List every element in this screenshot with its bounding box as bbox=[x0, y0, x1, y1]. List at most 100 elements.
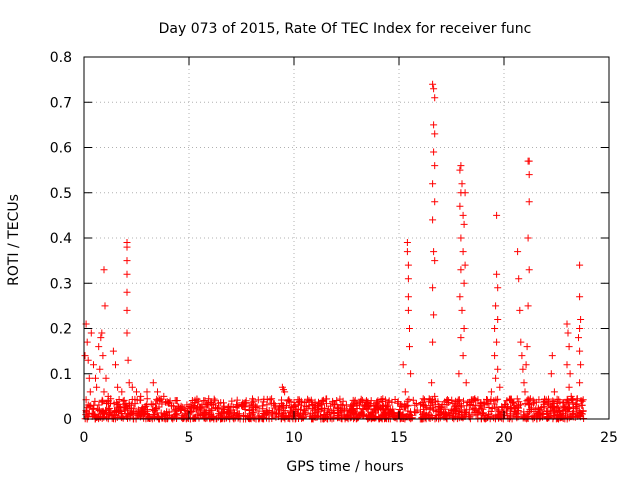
baseline-point bbox=[302, 403, 310, 410]
baseline-point bbox=[252, 402, 260, 410]
data-point bbox=[525, 198, 533, 206]
chart-title: Day 073 of 2015, Rate Of TEC Index for r… bbox=[159, 21, 532, 37]
baseline-point bbox=[340, 411, 348, 419]
baseline-point bbox=[119, 397, 127, 405]
x-tick-label: 10 bbox=[285, 430, 303, 446]
baseline-point bbox=[578, 410, 586, 418]
data-point bbox=[460, 220, 468, 228]
baseline-point bbox=[309, 402, 317, 410]
baseline-point bbox=[186, 407, 194, 415]
baseline-point bbox=[548, 403, 556, 411]
data-point bbox=[90, 361, 97, 369]
baseline-point bbox=[179, 414, 187, 422]
data-point bbox=[523, 343, 531, 351]
baseline-point bbox=[158, 400, 166, 408]
data-point bbox=[407, 370, 415, 378]
baseline-point bbox=[452, 397, 460, 405]
baseline-point bbox=[404, 412, 412, 420]
baseline-point bbox=[121, 406, 129, 414]
baseline-point bbox=[278, 411, 286, 419]
data-point bbox=[565, 383, 573, 391]
data-point bbox=[404, 275, 412, 283]
data-point bbox=[457, 162, 465, 170]
baseline-point bbox=[464, 399, 472, 407]
baseline-point bbox=[411, 401, 419, 409]
data-point bbox=[100, 388, 108, 396]
data-point bbox=[81, 352, 89, 360]
data-point bbox=[124, 356, 132, 364]
data-point bbox=[456, 293, 464, 301]
baseline-point bbox=[242, 397, 250, 405]
baseline-point bbox=[315, 406, 323, 414]
baseline-point bbox=[98, 396, 106, 404]
data-point bbox=[494, 365, 502, 373]
baseline-point bbox=[503, 397, 511, 405]
baseline-point bbox=[255, 407, 263, 415]
baseline-point bbox=[404, 402, 412, 410]
x-tick-label: 15 bbox=[390, 430, 408, 446]
data-point bbox=[493, 270, 501, 278]
baseline-point bbox=[333, 397, 341, 404]
data-points bbox=[81, 80, 588, 423]
data-point bbox=[104, 392, 112, 400]
baseline-point bbox=[173, 397, 181, 405]
baseline-point bbox=[202, 400, 210, 408]
data-point bbox=[86, 388, 94, 396]
baseline-point bbox=[374, 397, 382, 405]
data-point bbox=[461, 189, 469, 197]
data-point bbox=[567, 392, 575, 400]
baseline-point bbox=[525, 401, 533, 409]
baseline-point bbox=[122, 402, 130, 410]
data-point bbox=[123, 329, 131, 337]
baseline-point bbox=[550, 404, 558, 412]
y-tick-label: 0.8 bbox=[50, 50, 72, 66]
data-point bbox=[493, 211, 501, 219]
data-point bbox=[576, 261, 584, 269]
baseline-point bbox=[507, 395, 515, 403]
data-point bbox=[515, 275, 523, 283]
baseline-point bbox=[246, 410, 254, 418]
data-point bbox=[457, 266, 465, 274]
data-point bbox=[149, 379, 157, 387]
data-point bbox=[456, 202, 464, 210]
baseline-point bbox=[142, 410, 150, 417]
data-point bbox=[143, 388, 151, 396]
data-point bbox=[160, 392, 168, 400]
data-point bbox=[406, 325, 413, 332]
baseline-point bbox=[579, 396, 587, 404]
baseline-point bbox=[379, 405, 387, 413]
baseline-point bbox=[454, 407, 462, 415]
y-tick-label: 0.6 bbox=[50, 141, 72, 157]
baseline-point bbox=[472, 408, 480, 416]
data-point bbox=[496, 383, 504, 391]
data-point bbox=[125, 379, 133, 387]
data-point bbox=[460, 279, 468, 287]
baseline-point bbox=[367, 397, 375, 405]
baseline-point bbox=[507, 403, 515, 411]
baseline-point bbox=[329, 397, 337, 405]
baseline-point bbox=[337, 406, 345, 414]
baseline-point bbox=[509, 398, 517, 406]
data-point bbox=[519, 365, 527, 373]
baseline-point bbox=[420, 401, 427, 409]
baseline-point bbox=[262, 408, 270, 416]
baseline-point bbox=[569, 412, 577, 420]
baseline-point bbox=[258, 402, 266, 410]
baseline-point bbox=[238, 401, 245, 409]
baseline-point bbox=[470, 396, 478, 404]
baseline-point bbox=[458, 402, 465, 410]
data-point bbox=[564, 329, 572, 337]
baseline-point bbox=[298, 399, 305, 407]
x-tick-label: 20 bbox=[495, 430, 513, 446]
data-point bbox=[576, 325, 584, 332]
baseline-point bbox=[311, 398, 319, 406]
baseline-point bbox=[479, 405, 487, 413]
baseline-point bbox=[448, 396, 456, 404]
data-point bbox=[430, 148, 438, 156]
baseline-point bbox=[197, 412, 205, 420]
baseline-point bbox=[168, 402, 176, 410]
baseline-point bbox=[469, 402, 477, 409]
baseline-point bbox=[418, 414, 426, 421]
baseline-point bbox=[296, 412, 303, 420]
baseline-point bbox=[460, 397, 467, 405]
